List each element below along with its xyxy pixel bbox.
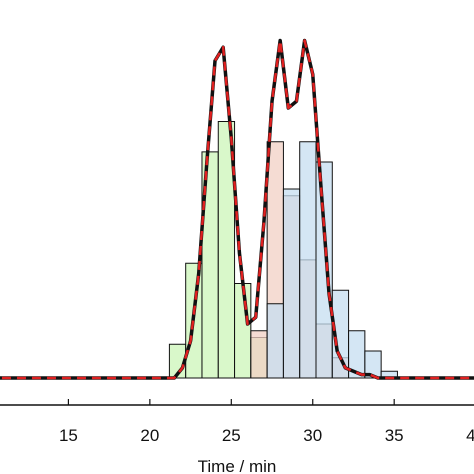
x-tick-label: 40 xyxy=(466,426,474,445)
histogram-bar xyxy=(315,161,333,379)
x-tick-label: 15 xyxy=(59,426,78,445)
histogram-bar xyxy=(364,350,382,379)
line xyxy=(0,39,474,380)
x-tick-label: 30 xyxy=(303,426,322,445)
x-axis-label: Time / min xyxy=(198,457,277,474)
x-tick-label: 35 xyxy=(385,426,404,445)
x-tick-label: 25 xyxy=(222,426,241,445)
histogram-bar xyxy=(217,121,236,379)
histogram-bar xyxy=(299,141,317,379)
histogram-bar xyxy=(282,188,301,379)
histogram-bar xyxy=(266,303,284,379)
histogram-bar xyxy=(250,330,268,379)
histogram-bar xyxy=(234,283,252,379)
x-tick-label: 20 xyxy=(140,426,159,445)
